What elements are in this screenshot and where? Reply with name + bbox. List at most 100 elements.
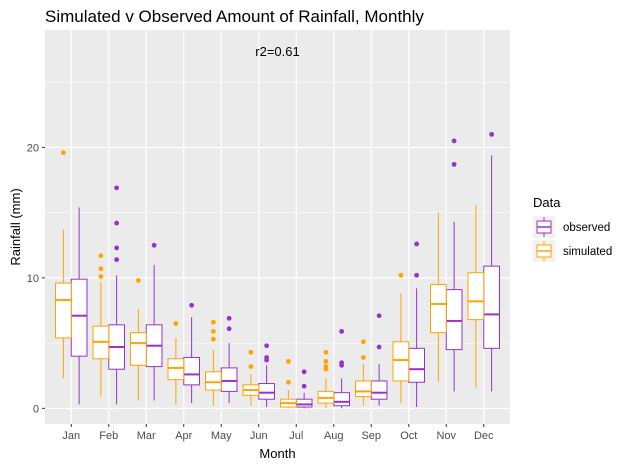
x-axis-ticks: Jan Feb Mar Apr May Jun Jul Aug Sep Oct Nov Dec <box>62 424 494 442</box>
outlier-point <box>210 319 216 325</box>
outlier-point <box>114 220 120 226</box>
x-tick-label-dec: Dec <box>474 430 494 442</box>
box-observed-oct <box>408 241 425 408</box>
box-iqr <box>70 278 88 357</box>
legend-item-simulated: simulated <box>533 240 612 262</box>
outlier-point <box>114 185 120 191</box>
outlier-point <box>60 150 66 156</box>
box-iqr <box>355 380 372 398</box>
outlier-point <box>323 349 329 355</box>
outlier-point <box>301 383 307 389</box>
outlier-point <box>414 241 420 247</box>
x-tick-label-mar: Mar <box>137 430 156 442</box>
legend-title: Data <box>533 195 561 210</box>
box-simulated-sep <box>355 339 372 406</box>
box-iqr <box>445 289 463 351</box>
outlier-point <box>339 360 345 366</box>
box-simulated-oct <box>392 272 410 404</box>
outlier-point <box>210 328 216 334</box>
box-iqr <box>430 283 447 334</box>
outlier-point <box>301 369 307 375</box>
box-observed-jan <box>70 207 88 405</box>
box-iqr <box>295 398 313 408</box>
box-observed-feb <box>108 185 125 405</box>
outlier-point <box>360 339 366 345</box>
x-axis-title: Month <box>259 446 295 461</box>
outlier-point <box>414 272 420 278</box>
box-iqr <box>130 332 147 366</box>
outlier-point <box>264 343 270 349</box>
outlier-point <box>226 326 232 332</box>
box-series <box>55 131 500 409</box>
outlier-point <box>226 315 232 321</box>
y-tick-label: 0 <box>33 403 39 415</box>
box-observed-dec <box>483 131 500 392</box>
x-tick-label-jul: Jul <box>289 430 303 442</box>
box-simulated-jun <box>242 349 260 406</box>
box-observed-nov <box>445 138 463 392</box>
outlier-point <box>189 302 195 308</box>
x-tick-label-oct: Oct <box>400 430 417 442</box>
legend-item-observed: observed <box>533 216 610 238</box>
x-tick-label-feb: Feb <box>99 430 118 442</box>
x-tick-label-sep: Sep <box>361 430 381 442</box>
r2-annotation: r2=0.61 <box>255 44 299 59</box>
outlier-point <box>98 274 104 279</box>
outlier-point <box>264 355 270 360</box>
outlier-point <box>339 328 345 334</box>
chart-title: Simulated v Observed Amount of Rainfall,… <box>45 7 424 26</box>
outlier-point <box>98 253 104 259</box>
y-tick-label: 10 <box>27 273 39 285</box>
box-simulated-dec <box>467 204 485 388</box>
outlier-point <box>210 336 216 342</box>
x-tick-label-nov: Nov <box>436 430 456 442</box>
outlier-point <box>114 257 120 263</box>
box-simulated-jan <box>55 150 72 379</box>
box-iqr <box>483 265 500 349</box>
box-iqr <box>183 356 200 386</box>
x-tick-label-jan: Jan <box>62 430 80 442</box>
x-tick-label-may: May <box>211 430 232 442</box>
box-simulated-mar <box>130 278 147 401</box>
legend-label-simulated: simulated <box>563 246 612 258</box>
box-simulated-feb <box>92 253 110 397</box>
y-axis-title: Rainfall (mm) <box>8 188 23 265</box>
outlier-point <box>135 278 141 283</box>
box-simulated-apr <box>167 321 185 405</box>
box-observed-apr <box>183 302 200 404</box>
outlier-point <box>151 242 157 248</box>
outlier-point <box>398 272 404 278</box>
box-observed-may <box>220 315 238 404</box>
box-observed-aug <box>333 328 350 409</box>
y-axis-ticks: 0 10 20 <box>27 142 45 415</box>
box-simulated-aug <box>317 349 335 409</box>
outlier-point <box>248 349 254 355</box>
x-tick-label-jun: Jun <box>250 430 268 442</box>
outlier-point <box>376 313 382 319</box>
outlier-point <box>323 358 329 364</box>
outlier-point <box>285 358 291 364</box>
box-iqr <box>333 392 350 407</box>
box-iqr <box>220 367 238 392</box>
outlier-point <box>98 266 104 272</box>
outlier-point <box>451 138 457 144</box>
box-iqr <box>258 383 275 400</box>
y-tick-label: 20 <box>27 142 39 154</box>
box-iqr <box>55 282 72 339</box>
outlier-point <box>360 355 366 360</box>
series-simulated <box>55 150 485 409</box>
x-tick-label-apr: Apr <box>175 430 192 442</box>
x-tick-label-aug: Aug <box>324 430 344 442</box>
box-observed-mar <box>145 242 163 401</box>
legend-label-observed: observed <box>563 222 610 234</box>
box-iqr <box>167 358 185 381</box>
outlier-point <box>376 344 382 350</box>
outlier-point <box>248 364 254 369</box>
legend: Data observed simulated <box>533 195 612 262</box>
box-simulated-may <box>205 319 222 406</box>
box-iqr <box>205 371 222 391</box>
outlier-point <box>114 245 120 251</box>
outlier-point <box>285 379 291 385</box>
outlier-point <box>451 161 457 167</box>
